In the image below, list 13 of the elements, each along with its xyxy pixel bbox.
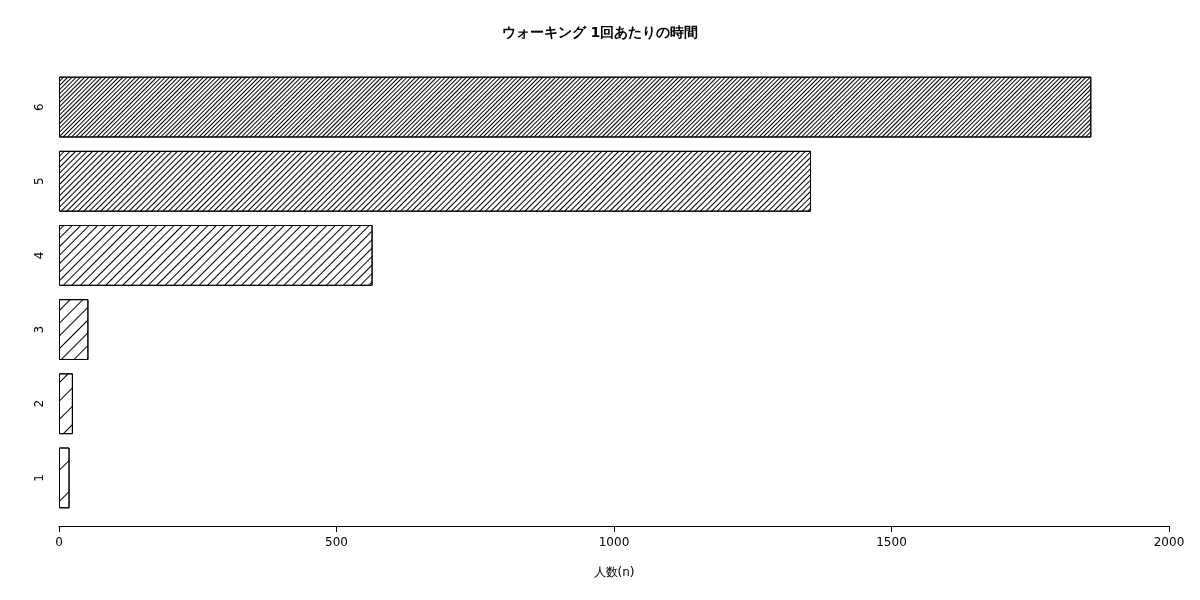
- y-tick-label: 1: [32, 474, 46, 482]
- y-tick-label: 6: [32, 103, 46, 111]
- x-tick-label: 0: [55, 535, 63, 549]
- x-tick-label: 1500: [876, 535, 907, 549]
- y-tick-label: 3: [32, 325, 46, 334]
- y-tick-label: 4: [32, 251, 46, 260]
- x-tick-label: 500: [325, 535, 348, 549]
- chart-title: ウォーキング 1回あたりの時間: [501, 24, 699, 40]
- x-tick-label: 2000: [1153, 535, 1185, 549]
- x-axis-title: 人数(n): [593, 565, 635, 579]
- y-tick-label: 5: [32, 177, 46, 186]
- y-tick-label: 2: [32, 399, 46, 408]
- x-tick-label: 1000: [598, 535, 630, 549]
